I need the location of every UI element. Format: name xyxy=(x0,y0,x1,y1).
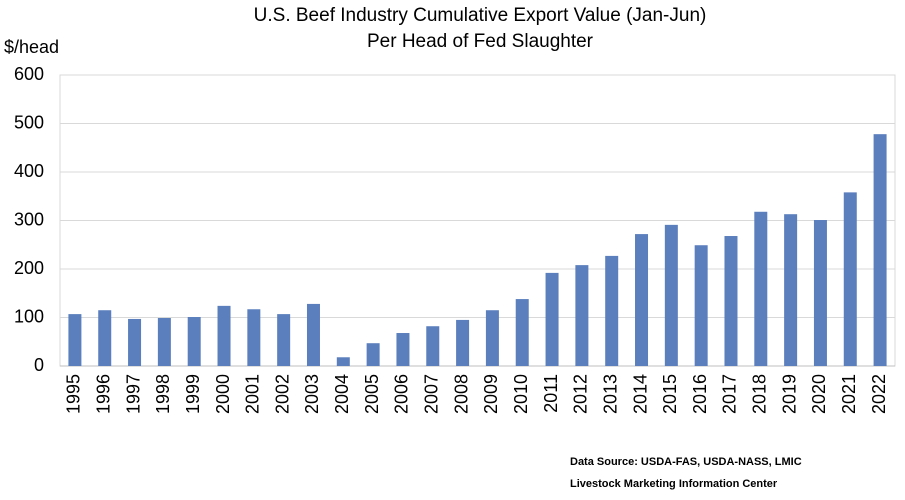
y-axis-label: $/head xyxy=(4,37,59,57)
x-tick-label: 2014 xyxy=(630,374,650,414)
bar xyxy=(873,134,887,366)
x-tick-label: 2015 xyxy=(660,374,680,414)
source-note: Data Source: USDA-FAS, USDA-NASS, LMIC xyxy=(570,456,802,468)
bar xyxy=(426,326,440,366)
x-tick-label: 2009 xyxy=(481,374,501,414)
x-tick-label: 2003 xyxy=(302,374,322,414)
x-tick-label: 2004 xyxy=(332,374,352,414)
x-tick-label: 2021 xyxy=(839,374,859,414)
x-tick-label: 1995 xyxy=(64,374,84,414)
x-tick-label: 2013 xyxy=(600,374,620,414)
bar xyxy=(98,310,112,366)
x-tick-label: 2000 xyxy=(213,374,233,414)
bar xyxy=(694,245,708,366)
y-tick-label: 500 xyxy=(14,112,44,132)
x-tick-label: 2008 xyxy=(451,374,471,414)
x-tick-label: 2002 xyxy=(272,374,292,414)
bar xyxy=(247,309,261,366)
chart-title: U.S. Beef Industry Cumulative Export Val… xyxy=(254,5,707,26)
bar xyxy=(217,305,231,366)
bar xyxy=(306,303,320,366)
bar xyxy=(456,319,470,366)
x-tick-label: 2012 xyxy=(571,374,591,414)
x-tick-label: 2018 xyxy=(750,374,770,414)
bar xyxy=(664,224,678,366)
y-tick-label: 100 xyxy=(14,306,44,326)
bar xyxy=(277,314,291,366)
bar xyxy=(843,192,857,366)
bar xyxy=(813,220,827,366)
x-tick-label: 1998 xyxy=(153,374,173,414)
bar xyxy=(545,272,559,366)
source-note: Livestock Marketing Information Center xyxy=(570,478,778,490)
bar xyxy=(485,310,499,366)
bar xyxy=(157,317,171,366)
bar xyxy=(68,314,82,366)
x-tick-label: 2022 xyxy=(869,374,889,414)
y-tick-label: 600 xyxy=(14,64,44,84)
bar xyxy=(784,214,798,366)
bar xyxy=(605,255,619,366)
x-tick-label: 2017 xyxy=(720,374,740,414)
bar xyxy=(575,265,589,366)
x-tick-label: 2001 xyxy=(243,374,263,414)
bar xyxy=(635,234,649,366)
y-tick-label: 300 xyxy=(14,209,44,229)
bar xyxy=(128,318,142,366)
x-tick-label: 1996 xyxy=(93,374,113,414)
y-tick-label: 400 xyxy=(14,161,44,181)
chart-subtitle: Per Head of Fed Slaughter xyxy=(367,31,594,52)
x-tick-label: 2006 xyxy=(392,374,412,414)
x-tick-label: 1997 xyxy=(123,374,143,414)
x-tick-label: 2016 xyxy=(690,374,710,414)
x-tick-label: 2011 xyxy=(541,374,561,413)
bar xyxy=(366,343,380,366)
bar xyxy=(754,211,768,366)
x-tick-label: 2007 xyxy=(422,374,442,414)
x-tick-label: 2010 xyxy=(511,374,531,414)
x-tick-label: 2020 xyxy=(809,374,829,414)
bar xyxy=(187,317,201,366)
bar xyxy=(336,357,350,366)
x-tick-label: 2019 xyxy=(779,374,799,414)
bar xyxy=(396,333,410,366)
x-tick-label: 1999 xyxy=(183,374,203,414)
y-tick-label: 0 xyxy=(34,355,44,375)
y-tick-label: 200 xyxy=(14,258,44,278)
x-tick-label: 2005 xyxy=(362,374,382,414)
bar xyxy=(515,299,529,366)
bar xyxy=(724,236,738,366)
